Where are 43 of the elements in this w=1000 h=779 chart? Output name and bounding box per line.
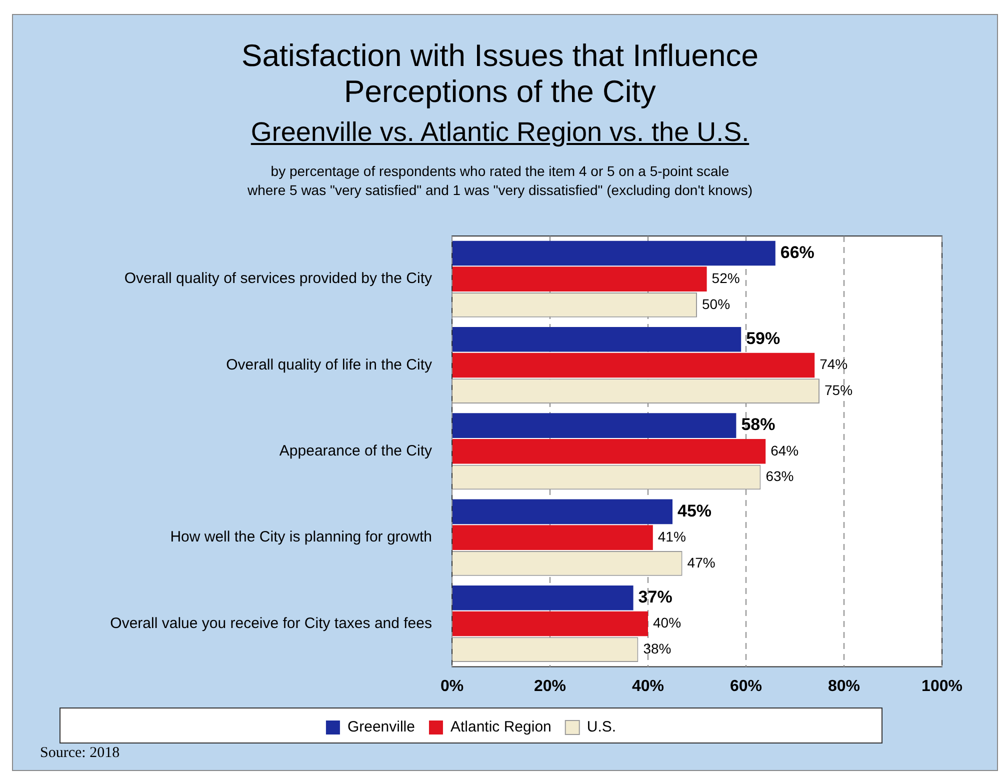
text: by percentage of respondents who rated the item 4 or 5 on a 5-point scale where 5 was "very satisfied" and 1 was "very dissatisfied" (excluding don't knows) [246, 162, 754, 200]
chart-subtitle: Greenville vs. Atlantic Region vs. the U.S. [250, 117, 750, 148]
bar [452, 525, 653, 550]
data-label: 58% [741, 415, 776, 434]
bar [452, 326, 742, 352]
legend-label: U.S. [586, 718, 616, 736]
data-label: 75% [824, 382, 853, 398]
x-tick-label: 20% [534, 678, 566, 695]
y-tick-label: Overall value you receive for City taxes and fees [110, 614, 432, 632]
data-label: 40% [653, 614, 682, 631]
bar [452, 611, 648, 636]
bar [452, 499, 672, 524]
bar [452, 438, 766, 464]
data-label: 52% [712, 270, 740, 286]
source-note: Source: 2018 [40, 745, 120, 762]
x-tick-label: 0% [440, 678, 464, 695]
bar [452, 266, 707, 292]
data-label: 66% [780, 242, 814, 262]
data-label: 45% [678, 501, 712, 520]
legend-label: Atlantic Region [450, 718, 552, 736]
data-label: 63% [766, 468, 794, 484]
y-tick-label: How well the City is planning for growth [170, 528, 432, 546]
y-tick-label: Appearance of the City [279, 442, 432, 460]
data-label: 41% [658, 528, 686, 544]
x-tick-label: 100% [922, 678, 962, 695]
y-tick-label: Overall quality of services provided by the City [124, 270, 432, 288]
x-tick-label: 60% [730, 678, 762, 695]
x-tick-label: 40% [632, 678, 664, 695]
x-tick-label: 80% [828, 678, 860, 695]
bar [452, 585, 634, 610]
chart-title: Satisfaction with Issues that Influence Perceptions of the City [240, 38, 760, 110]
bar [452, 352, 815, 378]
data-label: 47% [687, 554, 716, 570]
data-label: 74% [820, 356, 848, 372]
bar [452, 240, 776, 266]
data-label: 64% [770, 442, 799, 458]
data-label: 38% [643, 640, 672, 656]
legend-label: Greenville [347, 718, 415, 736]
data-label: 59% [746, 329, 780, 348]
y-tick-label: Overall quality of life in the City [226, 356, 432, 374]
bar [452, 413, 736, 438]
data-label: 37% [638, 588, 672, 607]
data-label: 50% [702, 296, 730, 312]
